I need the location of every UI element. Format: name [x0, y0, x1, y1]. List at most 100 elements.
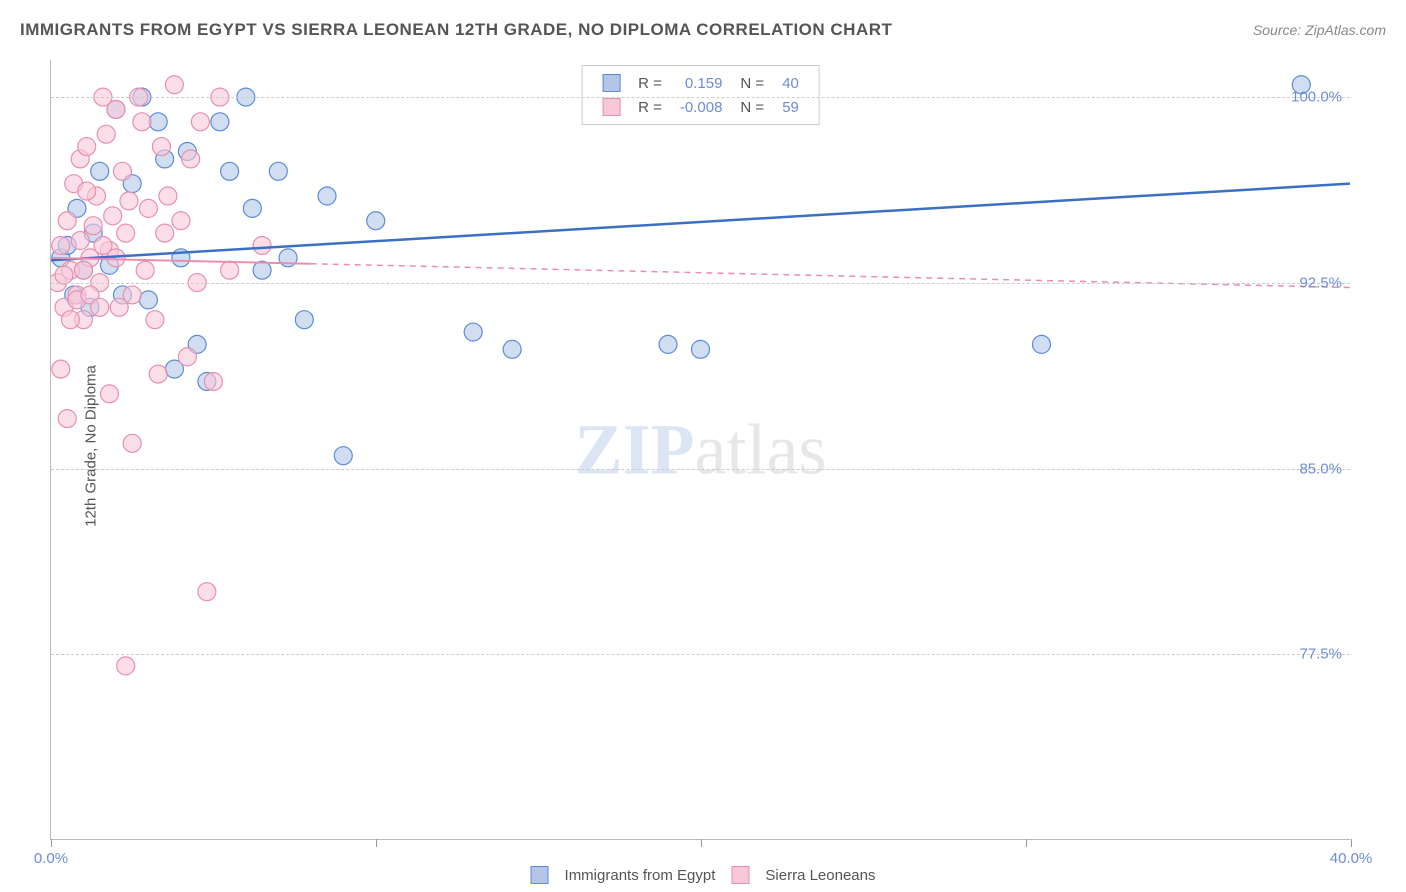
scatter-point	[65, 286, 83, 304]
scatter-point	[81, 249, 99, 267]
scatter-point	[100, 241, 118, 259]
scatter-point	[71, 150, 89, 168]
x-tick-mark	[1351, 839, 1352, 847]
scatter-point	[221, 162, 239, 180]
watermark-atlas: atlas	[695, 409, 827, 489]
gridline	[51, 654, 1350, 655]
scatter-point	[61, 261, 79, 279]
scatter-point	[659, 335, 677, 353]
scatter-point	[221, 261, 239, 279]
scatter-point	[65, 175, 83, 193]
scatter-point	[84, 217, 102, 235]
legend-n-value: 40	[774, 72, 807, 94]
scatter-point	[133, 113, 151, 131]
gridline	[51, 469, 1350, 470]
scatter-point	[113, 286, 131, 304]
scatter-point	[188, 335, 206, 353]
scatter-point	[334, 447, 352, 465]
scatter-point	[253, 261, 271, 279]
legend-swatch	[602, 98, 620, 116]
scatter-point	[87, 187, 105, 205]
scatter-point	[182, 150, 200, 168]
scatter-point	[113, 162, 131, 180]
scatter-point	[68, 291, 86, 309]
scatter-point	[156, 150, 174, 168]
x-tick-mark	[701, 839, 702, 847]
legend-r-value: 0.159	[672, 72, 731, 94]
scatter-point	[81, 286, 99, 304]
scatter-point	[253, 236, 271, 254]
scatter-point	[165, 76, 183, 94]
chart-title: IMMIGRANTS FROM EGYPT VS SIERRA LEONEAN …	[20, 20, 892, 40]
scatter-point	[156, 224, 174, 242]
scatter-point	[100, 256, 118, 274]
scatter-point	[52, 249, 70, 267]
scatter-point	[117, 657, 135, 675]
scatter-point	[152, 138, 170, 156]
scatter-point	[172, 249, 190, 267]
scatter-point	[58, 410, 76, 428]
chart-header: IMMIGRANTS FROM EGYPT VS SIERRA LEONEAN …	[20, 20, 1386, 40]
scatter-point	[178, 348, 196, 366]
scatter-point	[149, 365, 167, 383]
scatter-point	[367, 212, 385, 230]
scatter-point	[149, 113, 167, 131]
y-tick-label: 85.0%	[1299, 460, 1342, 477]
legend-r-label: R =	[630, 72, 670, 94]
scatter-point	[74, 311, 92, 329]
legend-series: Immigrants from Egypt Sierra Leoneans	[523, 866, 884, 884]
y-tick-label: 92.5%	[1299, 274, 1342, 291]
scatter-point	[464, 323, 482, 341]
chart-svg-layer	[51, 60, 1350, 839]
scatter-point	[55, 298, 73, 316]
scatter-point	[146, 311, 164, 329]
chart-source: Source: ZipAtlas.com	[1253, 22, 1386, 38]
scatter-point	[123, 175, 141, 193]
scatter-point	[243, 199, 261, 217]
scatter-point	[139, 291, 157, 309]
chart-plot-area: ZIPatlas R =0.159N =40R =-0.008N =59 77.…	[50, 60, 1350, 840]
scatter-point	[117, 224, 135, 242]
scatter-point	[204, 373, 222, 391]
legend-r-label: R =	[630, 96, 670, 118]
scatter-point	[68, 286, 86, 304]
scatter-point	[78, 138, 96, 156]
scatter-point	[198, 373, 216, 391]
scatter-point	[139, 199, 157, 217]
scatter-point	[74, 261, 92, 279]
scatter-point	[81, 298, 99, 316]
legend-stats-row: R =0.159N =40	[594, 72, 807, 94]
legend-r-value: -0.008	[672, 96, 731, 118]
scatter-point	[198, 583, 216, 601]
scatter-point	[107, 100, 125, 118]
scatter-point	[97, 125, 115, 143]
legend-stats: R =0.159N =40R =-0.008N =59	[581, 65, 820, 125]
scatter-point	[692, 340, 710, 358]
scatter-point	[58, 236, 76, 254]
scatter-point	[94, 236, 112, 254]
scatter-point	[191, 113, 209, 131]
legend-swatch	[731, 866, 749, 884]
scatter-point	[279, 249, 297, 267]
y-tick-label: 100.0%	[1291, 89, 1342, 106]
scatter-point	[318, 187, 336, 205]
legend-series-label: Immigrants from Egypt	[565, 867, 716, 884]
x-tick-mark	[51, 839, 52, 847]
watermark: ZIPatlas	[575, 408, 827, 491]
scatter-point	[68, 199, 86, 217]
scatter-point	[120, 192, 138, 210]
scatter-point	[1032, 335, 1050, 353]
trend-line-pink-dashed	[311, 264, 1350, 288]
scatter-point	[136, 261, 154, 279]
scatter-point	[123, 286, 141, 304]
scatter-point	[172, 212, 190, 230]
scatter-point	[78, 182, 96, 200]
legend-swatch	[531, 866, 549, 884]
scatter-point	[61, 311, 79, 329]
legend-series-label: Sierra Leoneans	[765, 867, 875, 884]
y-tick-label: 77.5%	[1299, 646, 1342, 663]
scatter-point	[211, 113, 229, 131]
gridline	[51, 283, 1350, 284]
legend-n-label: N =	[732, 96, 772, 118]
scatter-point	[74, 261, 92, 279]
